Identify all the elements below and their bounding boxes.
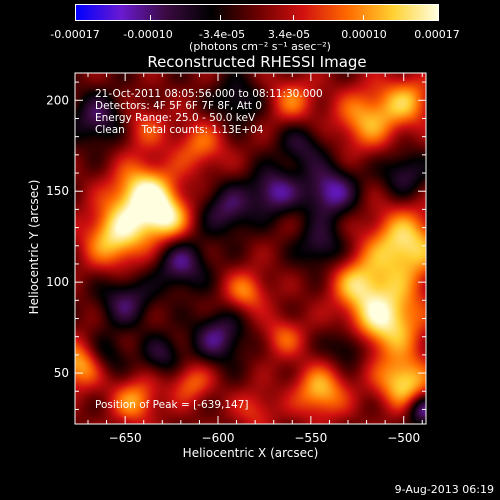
detectors-annotation: Detectors: 4F 5F 6F 7F 8F, Att 0	[95, 100, 262, 112]
colorbar-tick-mark	[363, 15, 365, 21]
y-tick-label: 200	[46, 93, 69, 107]
peak-position-annotation: Position of Peak = [-639,147]	[95, 399, 249, 411]
y-tick-label: 50	[54, 366, 69, 380]
colorbar-tick-label: 0.00010	[341, 28, 387, 41]
energy-annotation: Energy Range: 25.0 - 50.0 keV	[95, 112, 256, 124]
colorbar-gradient	[76, 5, 438, 20]
heatmap-plot: −650 −600 −550 −500 50 100 150 200	[46, 72, 427, 445]
x-axis-label: Heliocentric X (arcsec)	[182, 446, 319, 460]
heatmap-image	[75, 73, 426, 424]
footer-date: 9-Aug-2013 06:19	[394, 483, 494, 496]
colorbar-tick-label: -3.4e-05	[198, 28, 246, 41]
colorbar	[75, 4, 439, 21]
x-tick-label: −650	[109, 431, 142, 445]
x-tick-label: −600	[202, 431, 235, 445]
x-tick-label: −500	[387, 431, 420, 445]
colorbar-unit-label: (photons cm⁻² s⁻¹ asec⁻²)	[189, 40, 331, 53]
y-tick-label: 150	[46, 184, 69, 198]
colorbar-tick-mark	[149, 15, 151, 21]
x-tick-label: −550	[294, 431, 327, 445]
clean-annotation: Clean Total counts: 1.13E+04	[95, 124, 264, 136]
colorbar-tick-mark	[292, 15, 294, 21]
heatmap-image-holder	[75, 73, 426, 424]
colorbar-tick-label: 0.00017	[414, 28, 460, 41]
colorbar-tick-mark	[438, 15, 439, 21]
colorbar-tick-label: -0.00010	[123, 28, 173, 41]
time-range-annotation: 21-Oct-2011 08:05:56.000 to 08:11:30.000	[95, 88, 323, 100]
colorbar-tick-mark	[220, 15, 222, 21]
colorbar-tick-mark	[75, 15, 76, 21]
chart-title: Reconstructed RHESSI Image	[147, 53, 367, 71]
colorbar-tick-label: -0.00017	[50, 28, 100, 41]
plot-frame	[74, 72, 427, 425]
y-axis-label: Heliocentric Y (arcsec)	[27, 179, 41, 315]
y-tick-label: 100	[46, 275, 69, 289]
colorbar-tick-label: 3.4e-05	[267, 28, 311, 41]
axis-ticks: −650 −600 −550 −500 50 100 150 200	[46, 73, 426, 445]
